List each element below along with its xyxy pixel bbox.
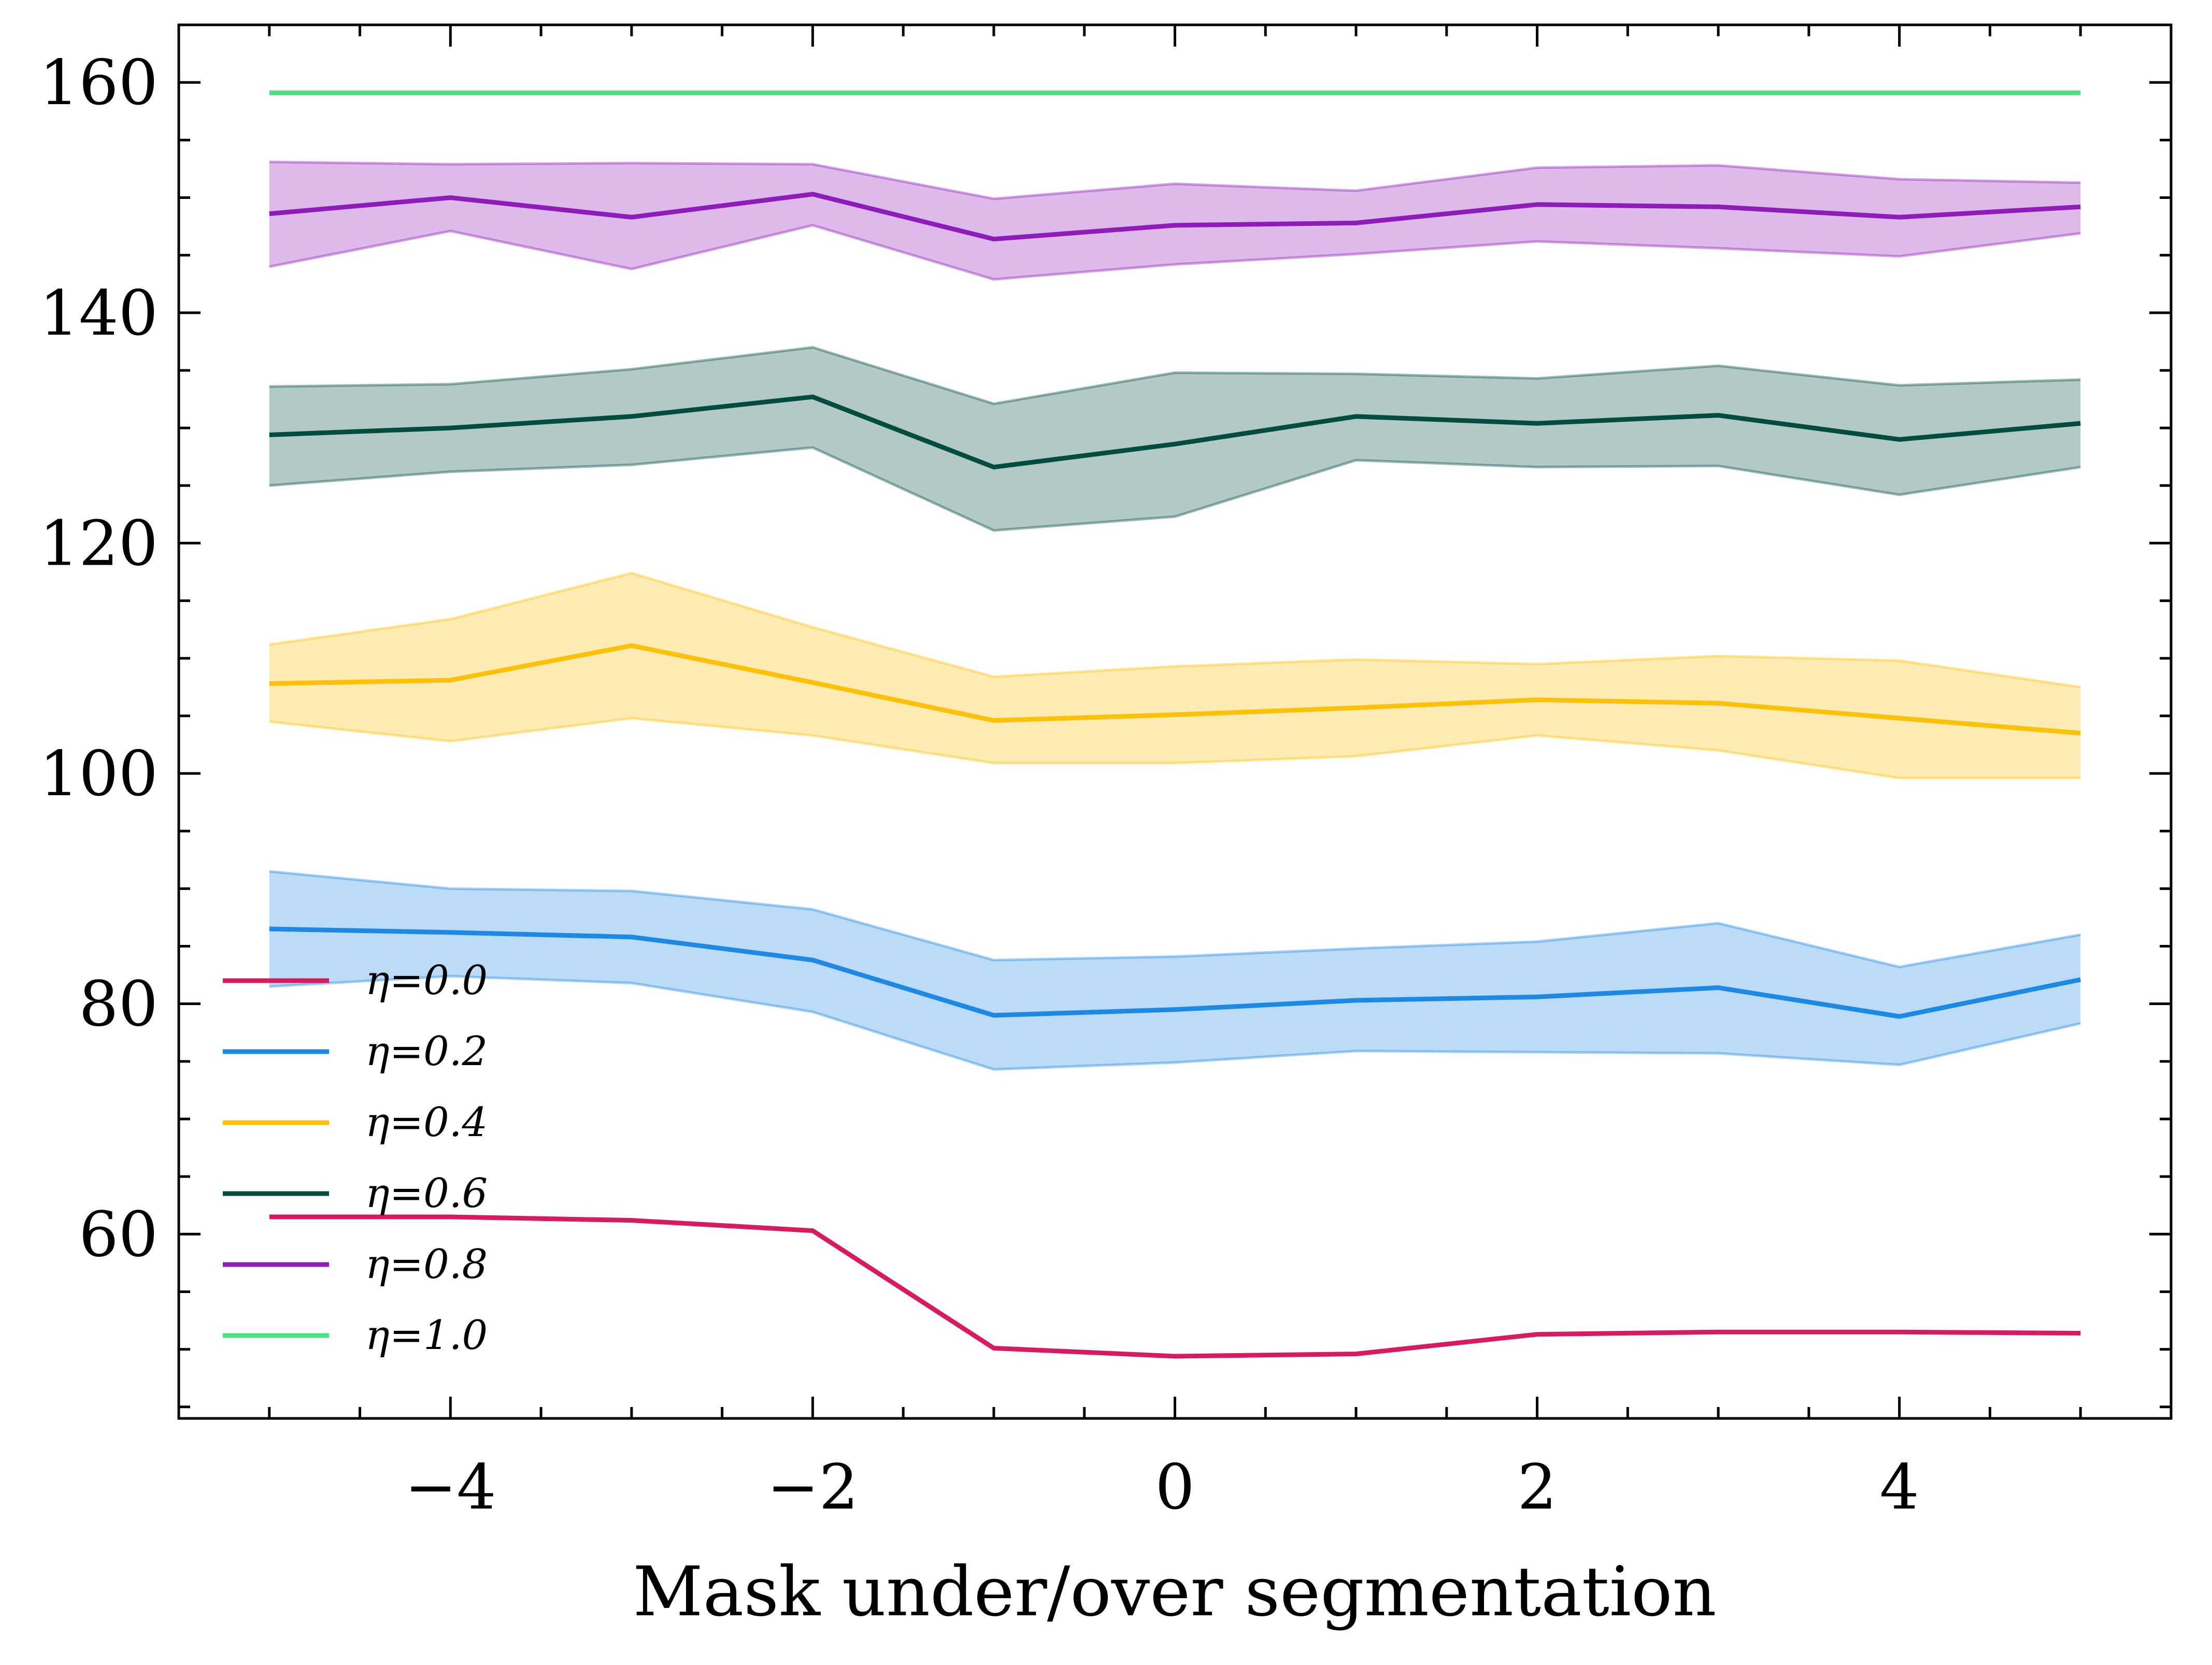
series-line-2: [269, 643, 2081, 736]
legend-label-3: η=0.6: [365, 1170, 488, 1217]
band-series-3: [269, 347, 2081, 530]
x-tick-label: 4: [1880, 1452, 1919, 1524]
legend-label-2: η=0.4: [365, 1099, 488, 1146]
tick-labels: −4 −2 0 2 4 60 80 100 120 140 160: [39, 47, 1919, 1524]
band-series-2: [269, 573, 2081, 778]
axis-ticks: [179, 23, 2171, 1418]
y-tick-label: 160: [39, 47, 158, 119]
plot-frame: [177, 23, 2173, 1420]
series-line-3: [269, 394, 2081, 470]
series-lines: [269, 90, 2081, 1359]
x-tick-label: −4: [405, 1452, 496, 1524]
band-lower-edge-2: [269, 716, 2081, 780]
y-tick-label: 80: [79, 969, 158, 1041]
y-tick-label: 60: [79, 1199, 158, 1271]
confidence-bands: [269, 161, 2081, 1071]
x-tick-label: 2: [1517, 1452, 1557, 1524]
series-line-0: [269, 1214, 2081, 1359]
legend-label-4: η=0.8: [365, 1241, 488, 1288]
band-lower-edge-4: [269, 224, 2081, 281]
band-series-1: [269, 871, 2081, 1070]
x-axis-label: Mask under/over segmentation: [633, 1552, 1716, 1632]
band-lower-edge-1: [269, 974, 2081, 1071]
legend-label-5: η=1.0: [365, 1312, 488, 1359]
series-line-1: [269, 926, 2081, 1019]
band-upper-edge-1: [269, 870, 2081, 969]
series-line-4: [269, 192, 2081, 242]
band-upper-edge-2: [269, 571, 2081, 688]
band-lower-edge-3: [269, 446, 2081, 532]
band-series-4: [269, 162, 2081, 280]
x-tick-label: 0: [1155, 1452, 1194, 1524]
y-tick-label: 120: [39, 508, 158, 580]
legend-label-0: η=0.0: [365, 957, 488, 1004]
y-tick-label: 140: [39, 278, 158, 350]
y-tick-label: 100: [39, 738, 158, 810]
x-tick-label: −2: [767, 1452, 859, 1524]
legend: η=0.0 η=0.2 η=0.4 η=0.6 η=0.8 η=1.0: [223, 957, 488, 1359]
legend-label-1: η=0.2: [365, 1028, 488, 1075]
band-upper-edge-3: [269, 346, 2081, 405]
band-upper-edge-4: [269, 161, 2081, 200]
